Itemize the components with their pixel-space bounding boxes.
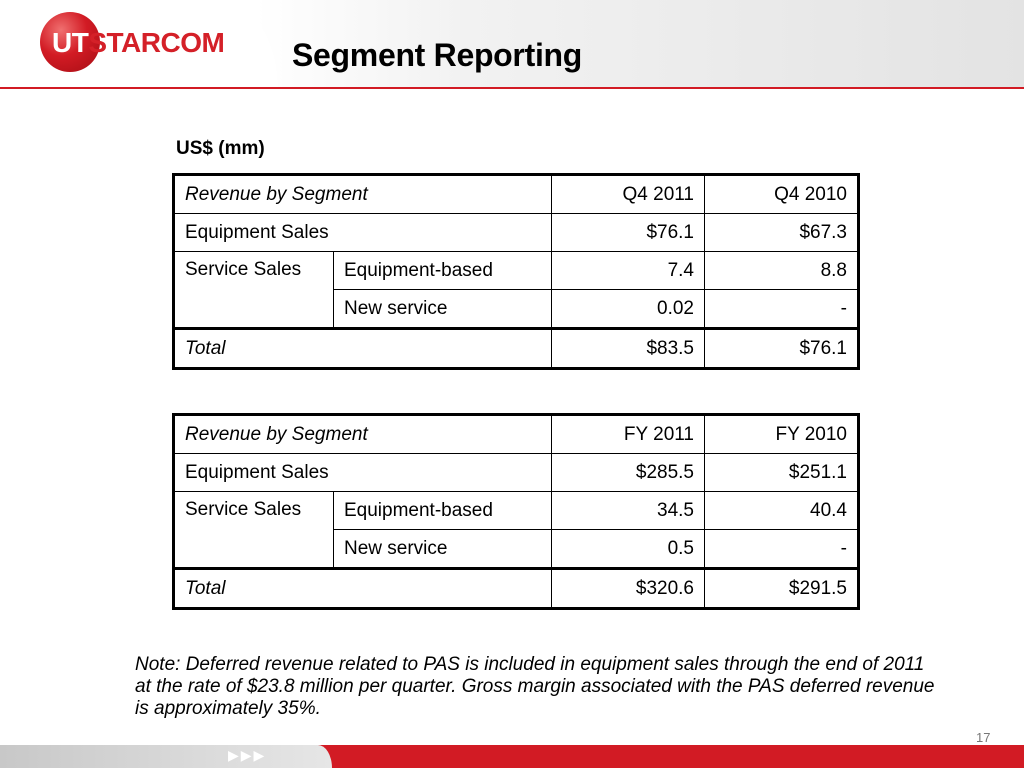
cell-value: 0.5 — [551, 529, 705, 569]
row-label-total: Total — [172, 327, 552, 370]
row-label-equipment-sales: Equipment Sales — [172, 453, 552, 492]
cell-value: $291.5 — [704, 567, 860, 610]
table-header-row: Revenue by Segment Q4 2011 Q4 2010 — [172, 173, 860, 214]
cell-value: 34.5 — [551, 491, 705, 530]
page-number: 17 — [976, 730, 991, 745]
row-label-equipment-sales: Equipment Sales — [172, 213, 552, 252]
row-label-service-sales: Service Sales — [172, 491, 334, 569]
row-label-new-service: New service — [333, 529, 552, 569]
table-row: Service Sales Equipment-based 34.5 40.4 — [172, 491, 860, 569]
logo-text-ut: UT — [52, 27, 89, 58]
row-label-new-service: New service — [333, 289, 552, 329]
footer-grey-panel — [0, 745, 332, 768]
logo-panel: UTSTARCOM — [0, 0, 278, 88]
table-row: Service Sales Equipment-based 7.4 8.8 — [172, 251, 860, 329]
header-fy-2011: FY 2011 — [551, 413, 705, 454]
cell-value: 7.4 — [551, 251, 705, 290]
footer-arrows-icon: ▶▶▶ — [228, 747, 267, 763]
unit-label: US$ (mm) — [176, 138, 265, 159]
row-label-total: Total — [172, 567, 552, 610]
cell-value: $76.1 — [704, 327, 860, 370]
cell-value: 8.8 — [704, 251, 860, 290]
table-total-row: Total $83.5 $76.1 — [172, 327, 860, 370]
cell-value: $320.6 — [551, 567, 705, 610]
table-total-row: Total $320.6 $291.5 — [172, 567, 860, 610]
table-row: Equipment Sales $285.5 $251.1 — [172, 453, 860, 492]
table-row: Equipment Sales $76.1 $67.3 — [172, 213, 860, 252]
cell-value: $76.1 — [551, 213, 705, 252]
cell-value: $285.5 — [551, 453, 705, 492]
slide-title: Segment Reporting — [292, 37, 583, 73]
table-row: New service 0.5 - — [174, 529, 860, 569]
slide-header: UTSTARCOM Segment Reporting — [0, 0, 1024, 88]
row-label-equipment-based: Equipment-based — [333, 491, 552, 530]
footnote: Note: Deferred revenue related to PAS is… — [135, 654, 935, 719]
table-row: New service 0.02 - — [174, 289, 860, 329]
cell-value: 40.4 — [704, 491, 860, 530]
header-segment: Revenue by Segment — [172, 413, 552, 454]
table-header-row: Revenue by Segment FY 2011 FY 2010 — [172, 413, 860, 454]
cell-value: - — [704, 529, 860, 569]
cell-value: 0.02 — [551, 289, 705, 329]
header-q4-2010: Q4 2010 — [704, 173, 860, 214]
annual-revenue-table: Revenue by Segment FY 2011 FY 2010 Equip… — [172, 413, 860, 610]
header-divider — [0, 87, 1024, 89]
utstarcom-logo-icon — [40, 12, 100, 72]
quarterly-revenue-table: Revenue by Segment Q4 2011 Q4 2010 Equip… — [172, 173, 860, 370]
cell-value: $251.1 — [704, 453, 860, 492]
cell-value: - — [704, 289, 860, 329]
cell-value: $67.3 — [704, 213, 860, 252]
header-segment: Revenue by Segment — [172, 173, 552, 214]
company-logo-text: UTSTARCOM — [52, 27, 225, 59]
header-q4-2011: Q4 2011 — [551, 173, 705, 214]
row-label-equipment-based: Equipment-based — [333, 251, 552, 290]
header-fy-2010: FY 2010 — [704, 413, 860, 454]
logo-text-starcom: STARCOM — [88, 27, 225, 58]
cell-value: $83.5 — [551, 327, 705, 370]
row-label-service-sales: Service Sales — [172, 251, 334, 329]
